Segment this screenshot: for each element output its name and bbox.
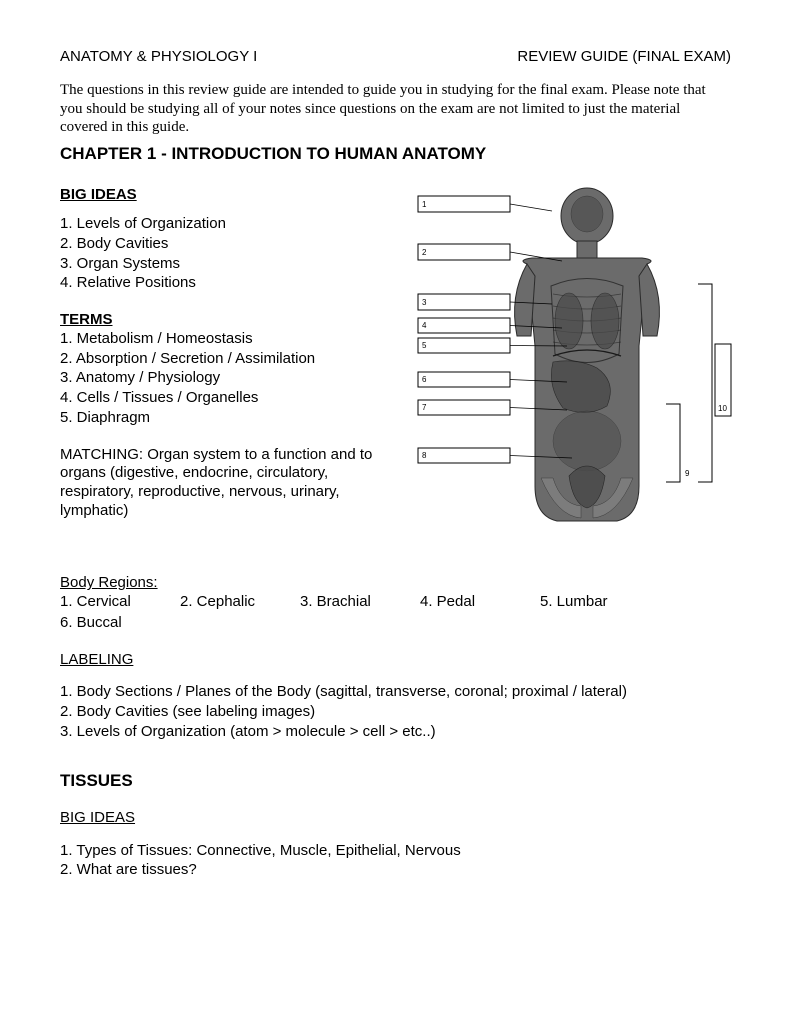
list-item: 1. Types of Tissues: Connective, Muscle,… bbox=[60, 842, 731, 861]
svg-text:6: 6 bbox=[422, 375, 427, 384]
body-regions-heading: Body Regions: bbox=[60, 574, 731, 593]
chapter-title: CHAPTER 1 - INTRODUCTION TO HUMAN ANATOM… bbox=[60, 143, 731, 164]
big-ideas-list: 1. Levels of Organization 2. Body Caviti… bbox=[60, 215, 400, 293]
header-right: REVIEW GUIDE (FINAL EXAM) bbox=[517, 48, 731, 67]
big-ideas-heading: BIG IDEAS bbox=[60, 186, 400, 205]
list-item: 2. Absorption / Secretion / Assimilation bbox=[60, 350, 400, 369]
list-item: 2. What are tissues? bbox=[60, 861, 731, 880]
list-item: 6. Buccal bbox=[60, 614, 180, 633]
svg-text:2: 2 bbox=[422, 248, 427, 257]
list-item: 1. Levels of Organization bbox=[60, 215, 400, 234]
terms-heading: TERMS bbox=[60, 311, 400, 330]
list-item: 5. Diaphragm bbox=[60, 409, 400, 428]
svg-text:1: 1 bbox=[422, 200, 427, 209]
list-item: 3. Levels of Organization (atom > molecu… bbox=[60, 723, 731, 742]
list-item: 2. Cephalic bbox=[180, 593, 300, 612]
svg-text:9: 9 bbox=[685, 469, 690, 478]
labeling-heading: LABELING bbox=[60, 651, 731, 670]
terms-list: 1. Metabolism / Homeostasis 2. Absorptio… bbox=[60, 330, 400, 428]
list-item: 4. Relative Positions bbox=[60, 274, 400, 293]
svg-text:8: 8 bbox=[422, 451, 427, 460]
svg-text:10: 10 bbox=[718, 404, 727, 413]
page: ANATOMY & PHYSIOLOGY I REVIEW GUIDE (FIN… bbox=[0, 0, 791, 938]
list-item: 3. Organ Systems bbox=[60, 255, 400, 274]
header-row: ANATOMY & PHYSIOLOGY I REVIEW GUIDE (FIN… bbox=[60, 48, 731, 67]
list-item: 1. Metabolism / Homeostasis bbox=[60, 330, 400, 349]
body-regions-row2: 6. Buccal bbox=[60, 614, 731, 633]
header-left: ANATOMY & PHYSIOLOGY I bbox=[60, 48, 257, 67]
list-item: 4. Cells / Tissues / Organelles bbox=[60, 389, 400, 408]
list-item: 1. Cervical bbox=[60, 593, 180, 612]
tissues-title: TISSUES bbox=[60, 770, 731, 791]
list-item: 2. Body Cavities (see labeling images) bbox=[60, 703, 731, 722]
list-item: 2. Body Cavities bbox=[60, 235, 400, 254]
list-item: 3. Anatomy / Physiology bbox=[60, 369, 400, 388]
labeling-list: 1. Body Sections / Planes of the Body (s… bbox=[60, 683, 731, 741]
tissues-big-ideas-list: 1. Types of Tissues: Connective, Muscle,… bbox=[60, 842, 731, 881]
list-item: 4. Pedal bbox=[420, 593, 540, 612]
intro-paragraph: The questions in this review guide are i… bbox=[60, 81, 731, 137]
anatomy-diagram-svg: 1 2 3 4 5 6 7 8 9 10 bbox=[412, 186, 742, 566]
chapter1-text-col: BIG IDEAS 1. Levels of Organization 2. B… bbox=[60, 186, 400, 534]
svg-text:4: 4 bbox=[422, 321, 427, 330]
list-item: 1. Body Sections / Planes of the Body (s… bbox=[60, 683, 731, 702]
list-item: 3. Brachial bbox=[300, 593, 420, 612]
body-regions-row: 1. Cervical 2. Cephalic 3. Brachial 4. P… bbox=[60, 593, 731, 612]
anatomy-diagram: 1 2 3 4 5 6 7 8 9 10 bbox=[412, 186, 742, 566]
svg-text:3: 3 bbox=[422, 298, 427, 307]
list-item: 5. Lumbar bbox=[540, 593, 660, 612]
chapter1-two-col: BIG IDEAS 1. Levels of Organization 2. B… bbox=[60, 186, 731, 566]
svg-text:5: 5 bbox=[422, 341, 427, 350]
tissues-big-ideas-heading: BIG IDEAS bbox=[60, 809, 731, 828]
matching-paragraph: MATCHING: Organ system to a function and… bbox=[60, 446, 400, 521]
svg-text:7: 7 bbox=[422, 403, 427, 412]
